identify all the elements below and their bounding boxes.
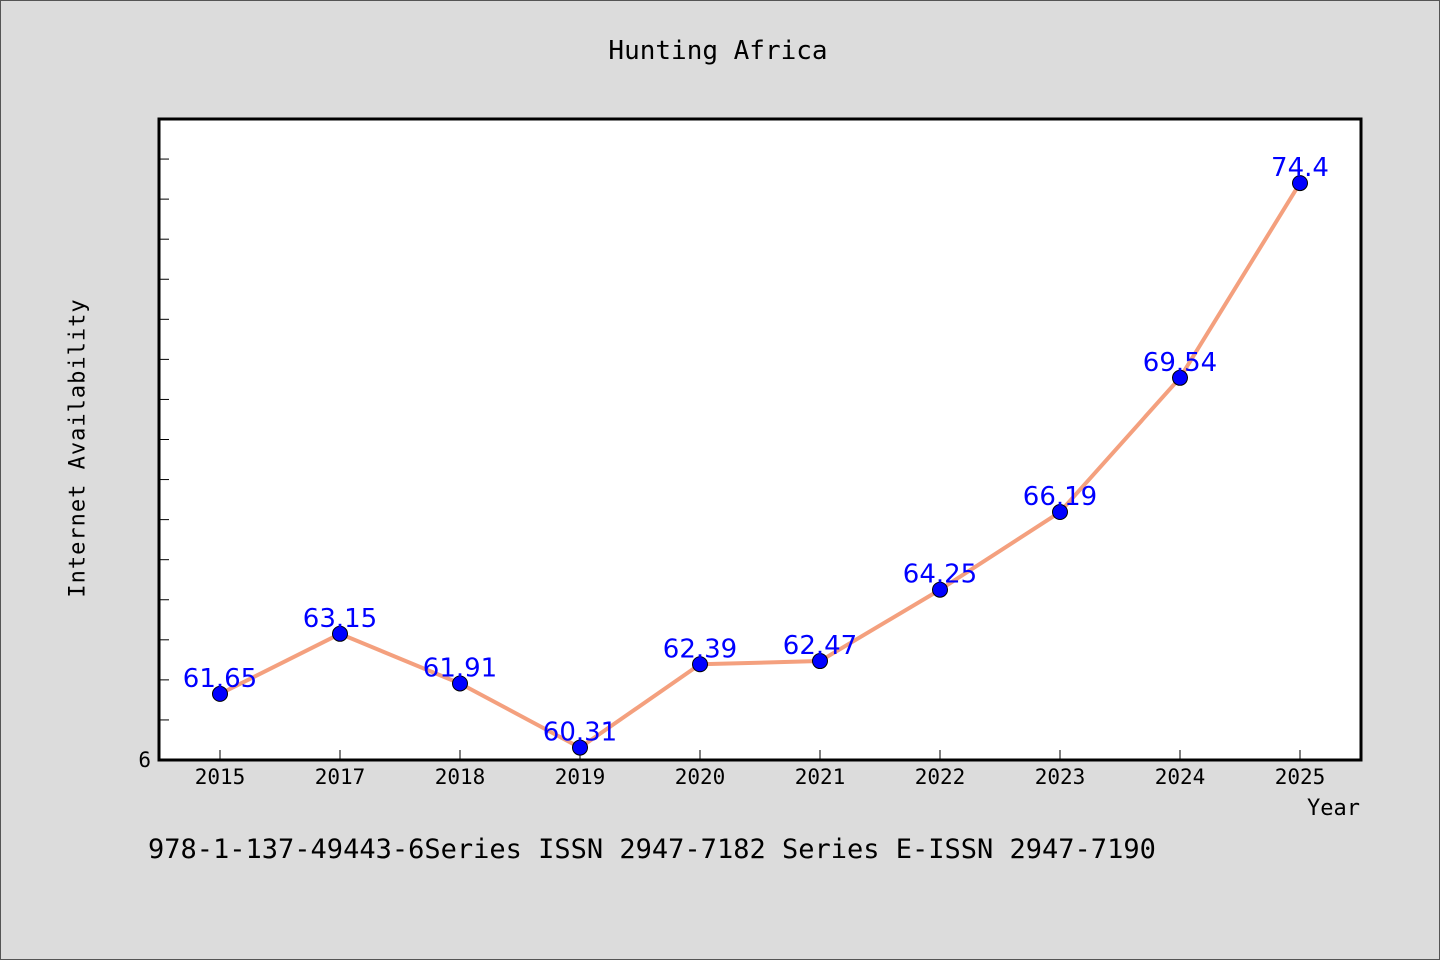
x-tick-label: 2022 bbox=[915, 765, 966, 789]
chart-title: Hunting Africa bbox=[608, 36, 828, 66]
data-label: 61.91 bbox=[423, 653, 497, 683]
data-label: 69.54 bbox=[1143, 348, 1217, 378]
x-tick-label: 2015 bbox=[195, 765, 246, 789]
data-label: 63.15 bbox=[303, 604, 377, 634]
data-label: 60.31 bbox=[543, 718, 617, 748]
isbn-footer: 978-1-137-49443-6Series ISSN 2947-7182 S… bbox=[148, 834, 1156, 865]
x-tick-label: 2019 bbox=[555, 765, 606, 789]
series-line bbox=[219, 182, 1302, 750]
data-point bbox=[932, 581, 948, 598]
data-point bbox=[692, 656, 708, 673]
data-point bbox=[812, 653, 828, 670]
y-tick-label: 6 bbox=[138, 748, 151, 772]
data-label: 62.47 bbox=[783, 631, 857, 661]
data-label: 61.65 bbox=[183, 664, 257, 694]
x-tick-label: 2020 bbox=[675, 765, 726, 789]
x-tick-label: 2021 bbox=[795, 765, 846, 789]
data-point bbox=[332, 625, 348, 642]
data-point bbox=[1172, 369, 1188, 386]
x-tick-label: 2024 bbox=[1155, 765, 1206, 789]
x-tick-label: 2023 bbox=[1035, 765, 1086, 789]
data-point bbox=[1292, 175, 1308, 192]
data-point bbox=[572, 739, 588, 756]
data-label: 62.39 bbox=[663, 634, 737, 664]
data-label: 74.4 bbox=[1271, 153, 1329, 183]
data-label: 66.19 bbox=[1023, 482, 1097, 512]
x-tick-label: 2018 bbox=[435, 765, 486, 789]
plot-area bbox=[157, 117, 1363, 762]
data-label: 64.25 bbox=[903, 560, 977, 590]
data-point bbox=[1052, 504, 1068, 521]
data-point bbox=[452, 675, 468, 692]
data-point bbox=[212, 685, 228, 702]
x-axis-label: Year bbox=[1307, 796, 1360, 821]
x-tick-label: 2025 bbox=[1275, 765, 1326, 789]
x-tick-label: 2017 bbox=[315, 765, 366, 789]
